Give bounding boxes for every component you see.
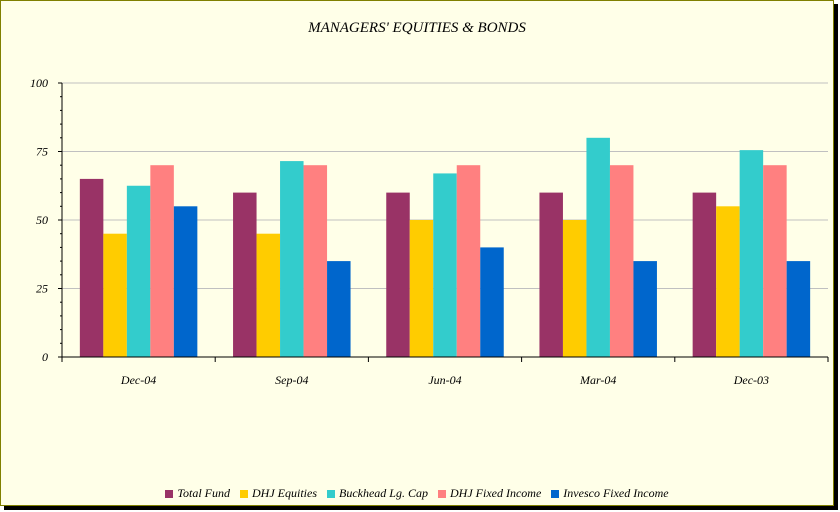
- bar: [233, 192, 257, 357]
- legend-item: DHJ Equities: [240, 486, 317, 501]
- bar: [692, 192, 717, 357]
- legend-item: Total Fund: [165, 486, 230, 501]
- chart-legend: Total Fund DHJ Equities Buckhead Lg. Cap DH…: [0, 486, 834, 501]
- x-tick-label: Dec-03: [733, 373, 769, 387]
- bar: [562, 220, 587, 357]
- bar: [739, 150, 764, 357]
- y-tick-label: 75: [36, 145, 48, 159]
- bar: [609, 165, 634, 357]
- x-tick-label: Dec-04: [120, 373, 156, 387]
- legend-item: DHJ Fixed Income: [438, 486, 541, 501]
- bar: [79, 178, 104, 357]
- legend-swatch: [551, 489, 560, 498]
- bar: [539, 192, 563, 357]
- legend-label: Total Fund: [177, 486, 230, 500]
- bar: [280, 161, 304, 357]
- legend-label: DHJ Fixed Income: [450, 486, 542, 500]
- bar: [386, 192, 410, 357]
- bar: [456, 165, 481, 357]
- bar: [409, 220, 434, 357]
- bar: [256, 233, 281, 357]
- legend-swatch: [240, 489, 248, 498]
- legend-swatch: [327, 489, 335, 498]
- legend-item: Buckhead Lg. Cap: [327, 486, 428, 501]
- bar: [126, 185, 151, 357]
- x-tick-label: Mar-04: [579, 373, 616, 387]
- legend-label: Invesco Fixed Income: [563, 486, 669, 500]
- bar: [150, 165, 174, 357]
- y-tick-label: 25: [36, 282, 48, 296]
- bar: [786, 261, 811, 357]
- x-tick-label: Jun-04: [428, 373, 461, 387]
- legend-item: Invesco Fixed Income: [551, 486, 669, 501]
- y-tick-label: 50: [36, 213, 48, 227]
- legend-label: Buckhead Lg. Cap: [339, 486, 428, 500]
- legend-swatch: [165, 489, 174, 498]
- bar: [327, 261, 351, 357]
- y-tick-label: 0: [42, 350, 48, 364]
- bar: [433, 173, 457, 357]
- bar: [763, 165, 787, 357]
- y-tick-label: 100: [30, 76, 48, 90]
- legend-swatch: [438, 489, 446, 498]
- bar: [173, 206, 198, 357]
- bar: [103, 233, 127, 357]
- bar: [586, 137, 610, 357]
- bar: [716, 206, 740, 357]
- legend-label: DHJ Equities: [252, 486, 317, 500]
- x-tick-label: Sep-04: [275, 373, 308, 387]
- bar: [480, 247, 504, 357]
- bar: [303, 165, 328, 357]
- chart-title: MANAGERS' EQUITIES & BONDS: [308, 20, 526, 36]
- bar: [633, 261, 657, 357]
